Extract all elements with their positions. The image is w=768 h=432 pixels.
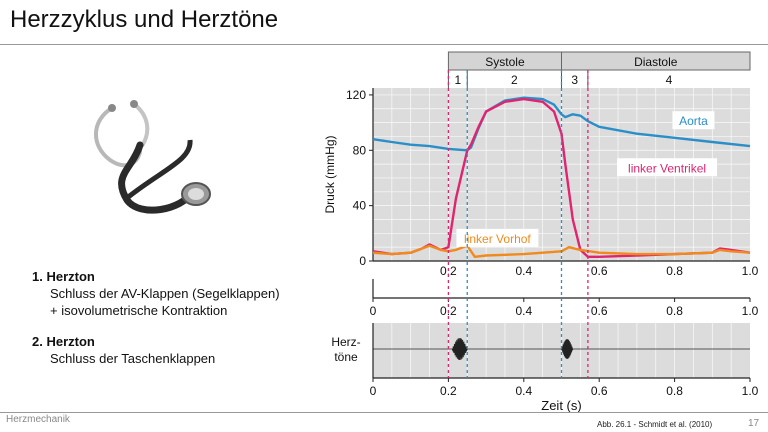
y-tick-label: 80 (353, 143, 367, 157)
x-tick-label-mid: 0 (370, 304, 377, 318)
heart-sound-waveform (451, 338, 468, 361)
note-heading: 2. Herzton (32, 334, 95, 349)
x-tick-label-bottom: 0.6 (591, 384, 608, 398)
phase-segment-label: 3 (571, 73, 578, 87)
x-tick-label-top: 1.0 (742, 264, 758, 278)
sound-panel-label: Herz- (331, 335, 360, 349)
x-tick-label-top: 0.6 (591, 264, 608, 278)
y-axis-label: Druck (mmHg) (323, 136, 337, 214)
x-tick-label-bottom: 1.0 (742, 384, 758, 398)
footer-divider (0, 412, 768, 413)
page-number: 17 (748, 418, 760, 429)
y-tick-label: 120 (346, 88, 366, 102)
x-tick-label-bottom: 0.2 (440, 384, 457, 398)
series-label: linker Vorhof (464, 232, 531, 246)
x-tick-label-top: 0.8 (666, 264, 683, 278)
series-label-box (617, 158, 718, 177)
note-second-heart-sound: 2. Herzton Schluss der Taschenklappen (32, 333, 332, 367)
heart-sound-waveform (561, 339, 574, 359)
x-tick-label-mid: 0.8 (666, 304, 683, 318)
phase-segment-label: 1 (454, 73, 461, 87)
x-tick-label-mid: 0.6 (591, 304, 608, 318)
x-axis-label: Zeit (s) (541, 398, 581, 412)
stethoscope-icon (94, 100, 211, 214)
series-label-box (456, 228, 539, 247)
y-tick-label: 40 (353, 199, 367, 213)
heart-sound-notes: 1. Herzton Schluss der AV-Klappen (Segel… (32, 268, 332, 381)
note-first-heart-sound: 1. Herzton Schluss der AV-Klappen (Segel… (32, 268, 332, 319)
x-tick-label-top: 0.4 (515, 264, 532, 278)
x-tick-label-bottom: 0 (370, 384, 377, 398)
note-text: Schluss der AV-Klappen (Segelklappen) (50, 286, 280, 301)
series-line (372, 244, 751, 258)
phase-segment-label: 4 (666, 73, 673, 87)
figure-reference: Abb. 26.1 - Schmidt et al. (2010) (597, 420, 713, 429)
series-label: Aorta (679, 114, 708, 128)
note-text: + isovolumetrische Kontraktion (50, 303, 228, 318)
slide-title: Herzzyklus und Herztöne (10, 6, 279, 33)
x-tick-label-mid: 1.0 (742, 304, 758, 318)
x-tick-label-bottom: 0.4 (515, 384, 532, 398)
x-tick-label-mid: 0.4 (515, 304, 532, 318)
phase-box (561, 51, 751, 71)
x-tick-label-bottom: 0.8 (666, 384, 683, 398)
series-label-box (672, 111, 715, 130)
sound-panel-label: töne (334, 350, 358, 364)
phase-segment-label: 2 (511, 73, 518, 87)
y-tick-label: 0 (359, 254, 366, 268)
note-heading: 1. Herzton (32, 269, 95, 284)
note-text: Schluss der Taschenklappen (50, 351, 216, 366)
phase-label: Systole (485, 55, 525, 69)
title-divider (0, 44, 768, 45)
series-label: linker Ventrikel (628, 161, 706, 175)
footer-section-label: Herzmechanik (6, 414, 70, 425)
phase-label: Diastole (634, 55, 678, 69)
series-line (372, 96, 751, 152)
